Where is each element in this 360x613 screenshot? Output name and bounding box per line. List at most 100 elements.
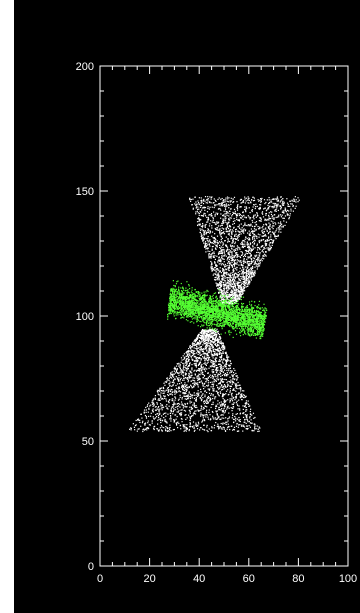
cone-point	[245, 280, 247, 282]
cone-point	[235, 383, 238, 385]
cone-point	[199, 223, 201, 225]
cone-point	[278, 229, 280, 231]
cone-point	[184, 426, 186, 428]
cone-point	[260, 240, 262, 242]
cone-point	[144, 422, 147, 424]
cone-point	[255, 259, 257, 261]
cone-point	[233, 283, 235, 285]
cone-point	[205, 380, 207, 383]
cone-point	[252, 248, 254, 250]
cone-point	[231, 253, 233, 255]
cone-point	[168, 402, 170, 404]
cone-point	[222, 290, 224, 292]
cone-point	[213, 328, 216, 330]
cone-point	[200, 346, 202, 348]
cone-point	[193, 353, 195, 355]
cone-point	[186, 377, 189, 379]
cone-point	[271, 206, 273, 208]
cone-point	[170, 407, 173, 409]
cone-point	[223, 399, 225, 401]
cone-point	[239, 388, 241, 390]
cone-point	[229, 255, 231, 257]
cone-point	[214, 227, 216, 230]
cone-point	[218, 263, 220, 265]
disk-point	[195, 314, 197, 317]
cone-point	[170, 393, 172, 395]
cone-point	[194, 424, 197, 426]
cone-point	[254, 416, 256, 419]
disk-point	[192, 313, 194, 315]
cone-point	[241, 399, 243, 401]
cone-point	[167, 390, 169, 392]
cone-point	[268, 247, 270, 249]
cone-point	[268, 202, 271, 204]
cone-point	[228, 370, 230, 372]
cone-point	[272, 231, 274, 233]
cone-point	[250, 248, 253, 250]
disk-point	[250, 309, 253, 311]
cone-point	[238, 226, 240, 228]
cone-point	[232, 238, 234, 240]
cone-point	[197, 202, 200, 204]
cone-point	[177, 421, 179, 423]
cone-point	[250, 254, 252, 256]
cone-point	[194, 405, 196, 407]
cone-point	[212, 202, 214, 204]
cone-point	[240, 283, 242, 286]
cone-point	[226, 274, 228, 276]
cone-point	[222, 249, 224, 251]
cone-point	[194, 341, 197, 343]
cone-point	[248, 262, 250, 265]
cone-point	[214, 354, 217, 356]
cone-point	[245, 224, 247, 227]
cone-point	[225, 245, 227, 247]
cone-point	[235, 300, 237, 302]
cone-point	[200, 400, 203, 402]
cone-point	[240, 286, 242, 288]
cone-point	[212, 346, 214, 348]
cone-point	[249, 282, 251, 284]
cone-point	[248, 261, 251, 263]
cone-point	[226, 262, 229, 264]
cone-point	[225, 386, 227, 388]
disk-point	[179, 297, 181, 299]
cone-point	[185, 428, 188, 430]
cone-point	[233, 429, 236, 431]
cone-point	[231, 374, 233, 376]
disk-point	[244, 332, 246, 334]
cone-point	[176, 405, 178, 408]
cone-point	[216, 413, 218, 415]
cone-point	[177, 402, 180, 405]
cone-point	[214, 332, 217, 334]
cone-point	[228, 262, 231, 265]
cone-point	[255, 203, 257, 205]
cone-point	[229, 372, 231, 374]
cone-point	[280, 223, 282, 225]
cone-point	[242, 200, 244, 202]
cone-point	[198, 217, 200, 219]
cone-point	[224, 294, 226, 296]
cone-point	[272, 222, 274, 225]
cone-point	[258, 259, 260, 261]
cone-point	[215, 371, 218, 373]
cone-point	[228, 232, 230, 234]
cone-point	[241, 286, 243, 288]
cone-point	[228, 277, 231, 279]
cone-point	[271, 205, 274, 208]
cone-point	[188, 357, 190, 359]
cone-point	[292, 205, 294, 208]
cone-point	[232, 269, 234, 271]
cone-point	[246, 260, 249, 262]
cone-point	[220, 359, 223, 361]
cone-point	[223, 261, 225, 263]
cone-point	[244, 222, 246, 224]
cone-point	[200, 354, 203, 356]
cone-point	[213, 279, 216, 281]
cone-point	[282, 225, 284, 227]
cone-point	[234, 276, 236, 278]
cone-point	[178, 365, 180, 367]
cone-point	[167, 389, 169, 391]
cone-point	[231, 277, 233, 279]
cone-point	[213, 374, 215, 376]
cone-point	[220, 341, 222, 343]
